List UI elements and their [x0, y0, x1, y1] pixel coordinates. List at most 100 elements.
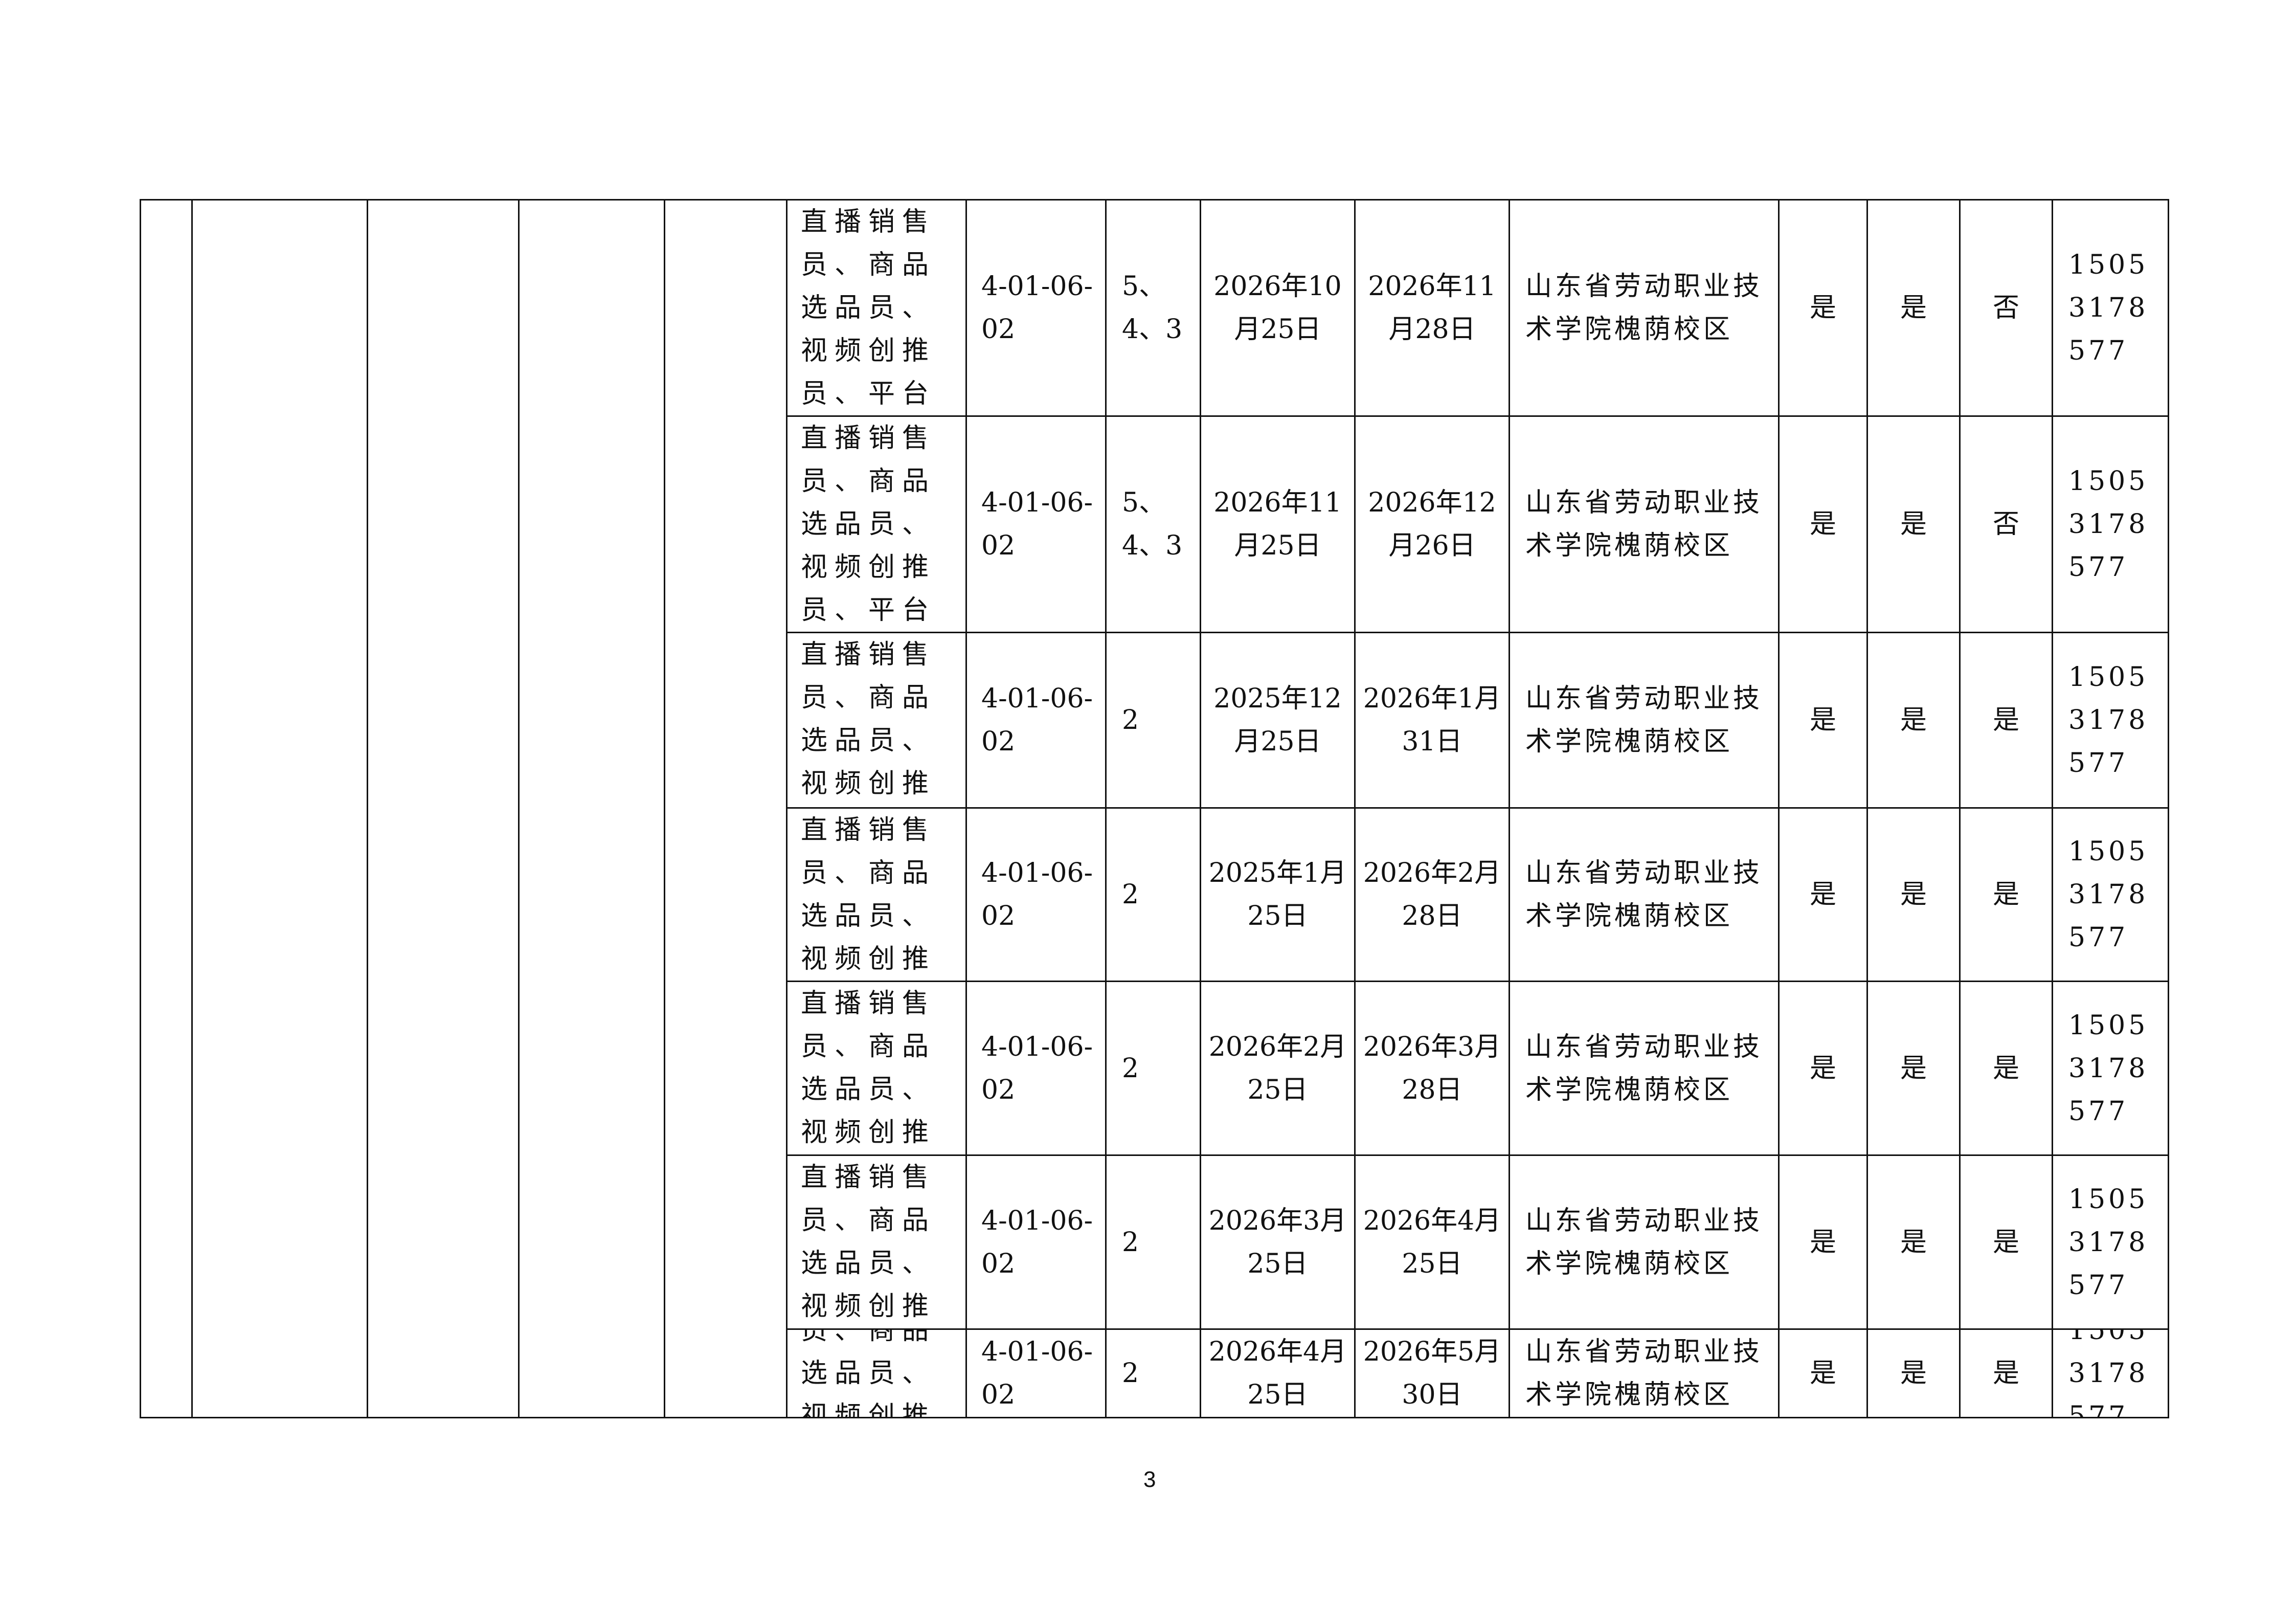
flag-3-text: 是: [1992, 705, 2019, 736]
flag-2-text: 是: [1900, 293, 1927, 323]
flag-3-cell: 是: [1959, 981, 2053, 1156]
flag-1-cell: 是: [1778, 632, 1868, 809]
phone-text: 15053178577: [2068, 1330, 2149, 1417]
occupation-code-text: 4-01-06-02: [981, 683, 1093, 757]
table-row: 直播销售员、商品选品员、视频创推员 4-01-06-02 2 2025年1月25日20…: [141, 807, 2169, 982]
flag-3-text: 是: [1992, 879, 2019, 910]
end-date-text: 2026年2月28日: [1363, 858, 1501, 931]
flag-2-cell: 是: [1866, 199, 1961, 417]
occupation-code-text: 4-01-06-02: [981, 1031, 1093, 1105]
location-text: 山东省劳动职业技术学院槐荫校区: [1525, 487, 1763, 561]
job-title-text: 直播销售员、商品选品员、视频创推员、平台管理员: [801, 423, 936, 626]
job-title-cell: 直播销售员、商品选品员、视频创推员: [786, 1154, 967, 1330]
end-date-text: 2026年4月25日: [1363, 1205, 1501, 1279]
occupation-code-text: 4-01-06-02: [981, 858, 1093, 931]
phone-cell: 15053178577: [2052, 199, 2169, 417]
flag-3-text: 是: [1992, 1053, 2019, 1084]
flag-1-cell: 是: [1778, 199, 1868, 417]
occupation-code-text: 4-01-06-02: [981, 487, 1093, 561]
flag-2-text: 是: [1900, 509, 1927, 540]
flag-3-text: 是: [1992, 1227, 2019, 1258]
name-cell: [191, 199, 368, 1418]
flag-3-text: 否: [1992, 293, 2019, 323]
level-cell: 2: [1105, 807, 1201, 982]
flag-1-text: 是: [1809, 705, 1836, 736]
flag-1-text: 是: [1809, 1053, 1836, 1084]
phone-text: 15053178577: [2068, 250, 2149, 366]
occupation-code-cell: 4-01-06-02: [965, 199, 1107, 417]
job-title-cell: 直播销售员、商品选品员、视频创推员: [786, 807, 967, 982]
level-text: 2: [1122, 1053, 1139, 1084]
flag-2-text: 是: [1900, 1053, 1927, 1084]
location-text: 山东省劳动职业技术学院槐荫校区: [1525, 683, 1763, 757]
end-date-cell: 2026年12月26日: [1354, 415, 1510, 633]
training-schedule-table: 直播销售员、商品选品员、视频创推员、平台管理员 4-01-06-02 5、4、3 20…: [140, 199, 2169, 1418]
job-title-text: 直播销售员、商品选品员、视频创推员: [801, 988, 936, 1148]
type-cell: [367, 199, 520, 1418]
flag-2-text: 是: [1900, 1358, 1927, 1389]
job-title-text: 直播销售员、商品选品员、视频创推员: [801, 639, 936, 799]
occupation-code-text: 4-01-06-02: [981, 1205, 1093, 1279]
location-cell: 山东省劳动职业技术学院槐荫校区: [1509, 632, 1780, 809]
location-cell: 山东省劳动职业技术学院槐荫校区: [1509, 981, 1780, 1156]
start-date-cell: 2026年2月25日: [1200, 981, 1356, 1156]
start-date-cell: 2026年4月25日: [1200, 1328, 1356, 1418]
flag-1-text: 是: [1809, 1227, 1836, 1258]
end-date-text: 2026年11月28日: [1368, 271, 1496, 345]
flag-1-text: 是: [1809, 1358, 1836, 1389]
page-number: 3: [1143, 1467, 1156, 1492]
table-row: 直播销售员、商品选品员、视频创推员 4-01-06-02 2 2026年3月25日20…: [141, 1154, 2169, 1330]
occupation-code-cell: 4-01-06-02: [965, 415, 1107, 633]
flag-2-cell: 是: [1866, 981, 1961, 1156]
start-date-cell: 2026年3月25日: [1200, 1154, 1356, 1330]
flag-2-text: 是: [1900, 1227, 1927, 1258]
phone-cell: 15053178577: [2052, 632, 2169, 809]
location-text: 山东省劳动职业技术学院槐荫校区: [1525, 1205, 1763, 1279]
end-date-text: 2026年12月26日: [1368, 487, 1496, 561]
category-cell: [518, 199, 665, 1418]
start-date-text: 2026年11月25日: [1213, 487, 1342, 561]
table-row: 直播销售员、商品选品员、视频创推员 4-01-06-02 2 2026年2月25日20…: [141, 981, 2169, 1156]
location-cell: 山东省劳动职业技术学院槐荫校区: [1509, 415, 1780, 633]
phone-text: 15053178577: [2068, 1010, 2149, 1127]
flag-1-cell: 是: [1778, 981, 1868, 1156]
job-title-text: 直播销售员、商品选品员、视频创推员: [801, 1162, 936, 1322]
flag-3-cell: 是: [1959, 632, 2053, 809]
level-cell: 2: [1105, 981, 1201, 1156]
occupation-code-cell: 4-01-06-02: [965, 632, 1107, 809]
flag-2-cell: 是: [1866, 1328, 1961, 1418]
phone-cell: 15053178577: [2052, 807, 2169, 982]
flag-3-cell: 否: [1959, 415, 2053, 633]
flag-3-text: 否: [1992, 509, 2019, 540]
level-cell: 2: [1105, 1154, 1201, 1330]
start-date-text: 2026年3月25日: [1208, 1205, 1347, 1279]
start-date-text: 2026年4月25日: [1208, 1337, 1347, 1410]
level-text: 5、4、3: [1122, 271, 1183, 345]
flag-3-cell: 否: [1959, 199, 2053, 417]
location-cell: 山东省劳动职业技术学院槐荫校区: [1509, 1328, 1780, 1418]
job-title-cell: 直播销售员、商品选品员、视频创推员: [786, 632, 967, 809]
job-title-text: 直播销售员、商品选品员、视频创推员: [801, 1330, 936, 1417]
level-cell: 2: [1105, 632, 1201, 809]
count-cell: [664, 199, 787, 1418]
occupation-code-cell: 4-01-06-02: [965, 981, 1107, 1156]
level-cell: 2: [1105, 1328, 1201, 1418]
start-date-text: 2025年12月25日: [1213, 683, 1342, 757]
occupation-code-text: 4-01-06-02: [981, 271, 1093, 345]
end-date-cell: 2026年4月25日: [1354, 1154, 1510, 1330]
level-text: 5、4、3: [1122, 487, 1183, 561]
location-text: 山东省劳动职业技术学院槐荫校区: [1525, 1031, 1763, 1105]
start-date-text: 2026年10月25日: [1213, 271, 1342, 345]
flag-1-text: 是: [1809, 293, 1836, 323]
occupation-code-cell: 4-01-06-02: [965, 1154, 1107, 1330]
level-cell: 5、4、3: [1105, 415, 1201, 633]
end-date-cell: 2026年2月28日: [1354, 807, 1510, 982]
occupation-code-cell: 4-01-06-02: [965, 1328, 1107, 1418]
flag-1-text: 是: [1809, 879, 1836, 910]
flag-1-cell: 是: [1778, 1154, 1868, 1330]
start-date-cell: 2026年10月25日: [1200, 199, 1356, 417]
job-title-text: 直播销售员、商品选品员、视频创推员: [801, 815, 936, 974]
flag-2-text: 是: [1900, 879, 1927, 910]
start-date-cell: 2025年12月25日: [1200, 632, 1356, 809]
start-date-cell: 2025年1月25日: [1200, 807, 1356, 982]
